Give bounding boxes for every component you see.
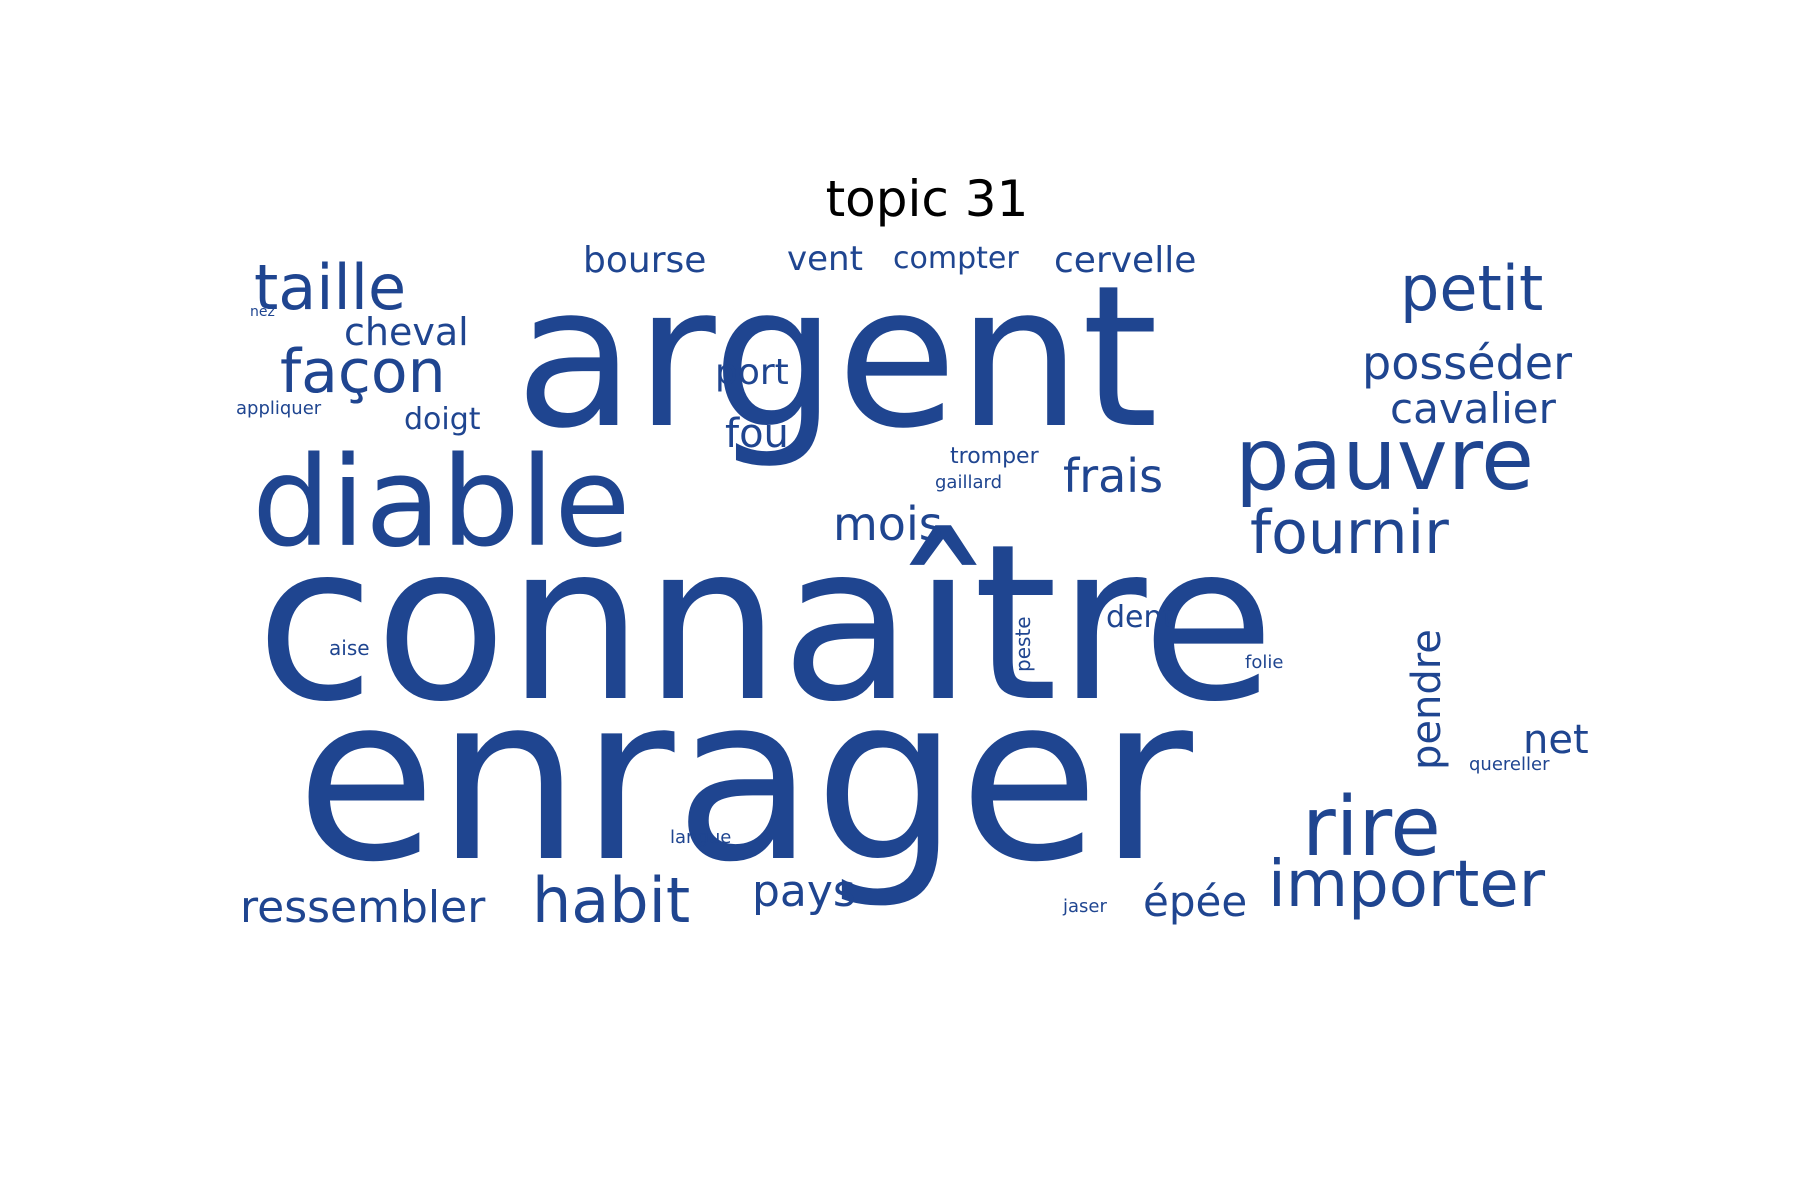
word-26: vent: [787, 239, 863, 279]
word-20: bourse: [583, 240, 706, 281]
word-5: rire: [1302, 780, 1441, 875]
word-17: pays: [752, 866, 856, 917]
word-32: appliquer: [236, 398, 322, 419]
word-33: peste: [1011, 616, 1035, 672]
word-19: épée: [1143, 877, 1247, 926]
word-16: mois: [833, 497, 943, 551]
word-23: fou: [725, 411, 789, 457]
word-8: fournir: [1250, 498, 1449, 568]
word-36: quereller: [1469, 754, 1550, 775]
word-35: folie: [1245, 652, 1283, 673]
chart-title: topic 31: [825, 170, 1029, 228]
word-37: langue: [670, 827, 731, 848]
word-2: argent: [515, 244, 1158, 472]
word-30: tromper: [950, 444, 1040, 469]
word-3: diable: [252, 431, 631, 575]
word-38: jaser: [1062, 896, 1107, 917]
word-13: cavalier: [1390, 384, 1557, 433]
word-15: frais: [1063, 449, 1163, 503]
word-10: taille: [254, 251, 406, 324]
word-18: pendre: [1404, 629, 1450, 770]
word-39: nez: [250, 304, 275, 320]
word-7: habit: [532, 864, 690, 937]
word-22: cervelle: [1054, 240, 1196, 281]
word-1: enrager: [296, 646, 1193, 912]
word-29: doigt: [404, 402, 481, 437]
word-4: pauvre: [1235, 410, 1534, 510]
word-11: façon: [280, 337, 446, 407]
word-25: net: [1523, 717, 1589, 763]
word-27: compter: [893, 241, 1019, 276]
word-34: aise: [329, 636, 370, 660]
word-31: gaillard: [935, 472, 1002, 493]
word-12: posséder: [1362, 336, 1572, 390]
word-6: importer: [1268, 848, 1546, 922]
word-14: ressembler: [240, 882, 486, 933]
word-0: connaître: [256, 498, 1275, 749]
word-21: cheval: [344, 310, 469, 354]
word-9: petit: [1400, 252, 1543, 325]
word-24: port: [715, 352, 789, 393]
word-28: dent: [1106, 600, 1175, 635]
